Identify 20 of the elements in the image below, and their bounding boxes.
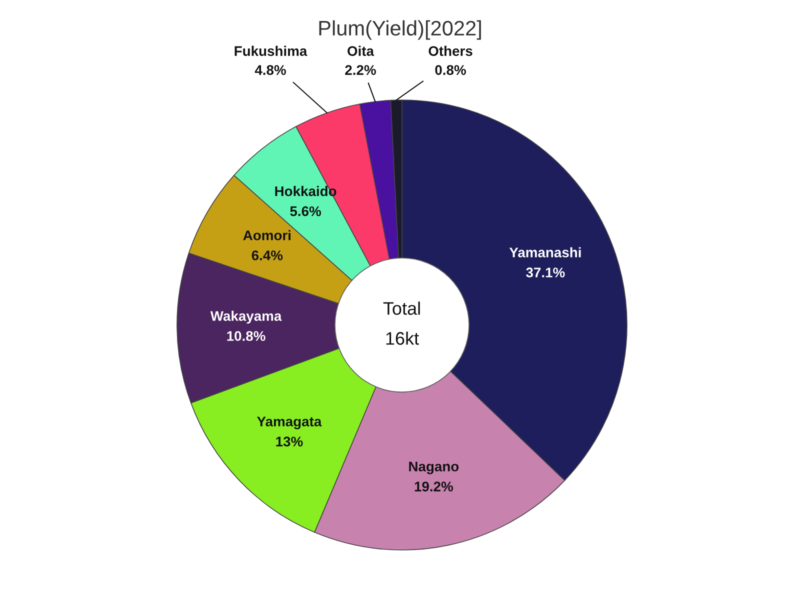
data-label: 6.4% [252, 250, 283, 260]
data-label: 19.2% [414, 482, 453, 492]
slice-label: Yamanashi [509, 247, 581, 258]
data-label: 2.2% [345, 65, 376, 75]
chart-title: Plum(Yield)[2022] [319, 20, 481, 40]
text: Total [383, 302, 420, 315]
data-label: 0.8% [435, 65, 466, 75]
data-label: 5.6% [290, 206, 321, 216]
slice-label: Fukushima [234, 46, 308, 56]
slice-label: Wakayama [210, 310, 282, 324]
slice-label: Aomori [243, 230, 290, 240]
data-label: 4.8% [254, 65, 286, 75]
slice-label: Oita [348, 46, 374, 56]
slice-label: Yamagata [257, 416, 322, 430]
text: 16kt [386, 332, 419, 345]
data-label: 37.1% [526, 268, 565, 278]
data-label: 10.8% [227, 331, 266, 341]
data-label: 13% [276, 436, 303, 447]
slice-label: Nagano [409, 462, 459, 474]
slice-label: Others [428, 46, 472, 56]
